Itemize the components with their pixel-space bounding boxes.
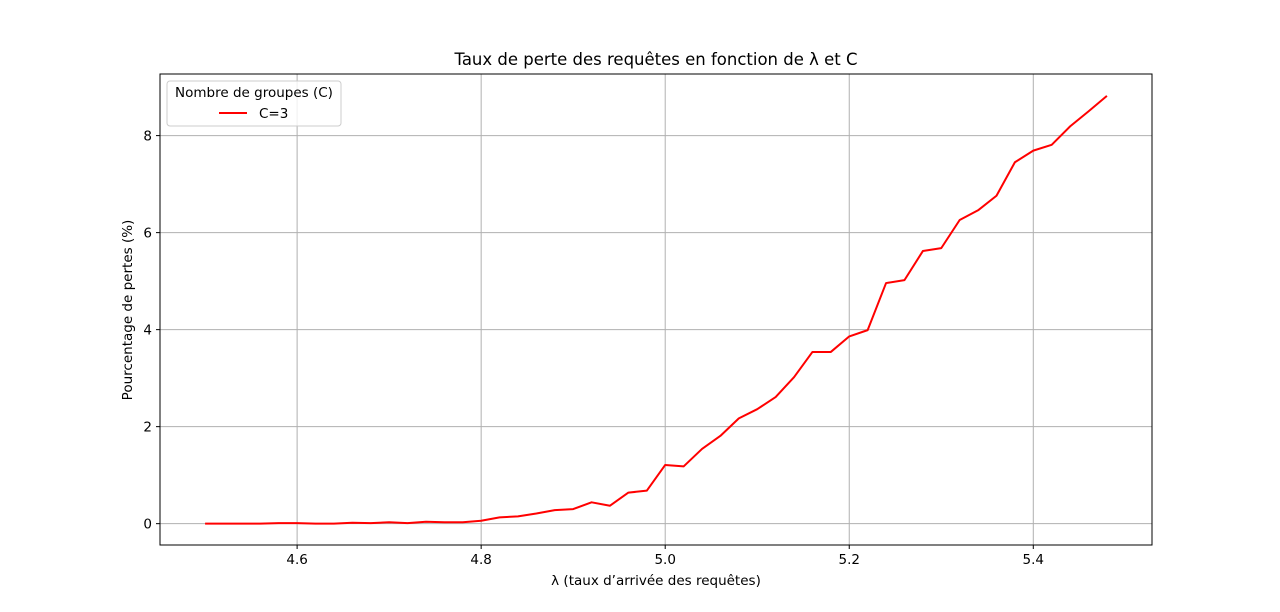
legend-box (166, 80, 342, 127)
series-layer (205, 95, 1108, 525)
legend-label-c3: C=3 (259, 106, 288, 122)
x-tick-label: 4.6 (286, 552, 307, 568)
legend-title: Nombre de groupes (C) (175, 85, 333, 101)
y-axis-label: Pourcentage de pertes (%) (120, 220, 136, 401)
chart-title: Taux de perte des requêtes en fonction d… (453, 50, 857, 69)
x-tick-label: 4.8 (470, 552, 491, 568)
y-tick-label: 0 (143, 517, 152, 533)
x-tick-label: 5.2 (839, 552, 860, 568)
x-tick-label: 5.4 (1023, 552, 1044, 568)
x-tick-label: 5.0 (654, 552, 675, 568)
x-axis-ticks: 4.6 4.8 5.0 5.2 5.4 (286, 545, 1044, 568)
series-line-c3 (205, 95, 1108, 525)
y-tick-label: 4 (143, 323, 152, 339)
grid-lines (160, 74, 1152, 545)
y-tick-label: 2 (143, 420, 152, 436)
legend: Nombre de groupes (C) C=3 (166, 80, 342, 127)
y-axis-ticks: 0 2 4 6 8 (143, 129, 160, 533)
x-axis-label: λ (taux d’arrivée des requêtes) (551, 573, 761, 589)
plot-area-frame (159, 73, 1153, 546)
y-tick-label: 8 (143, 129, 152, 145)
y-tick-label: 6 (143, 226, 152, 242)
